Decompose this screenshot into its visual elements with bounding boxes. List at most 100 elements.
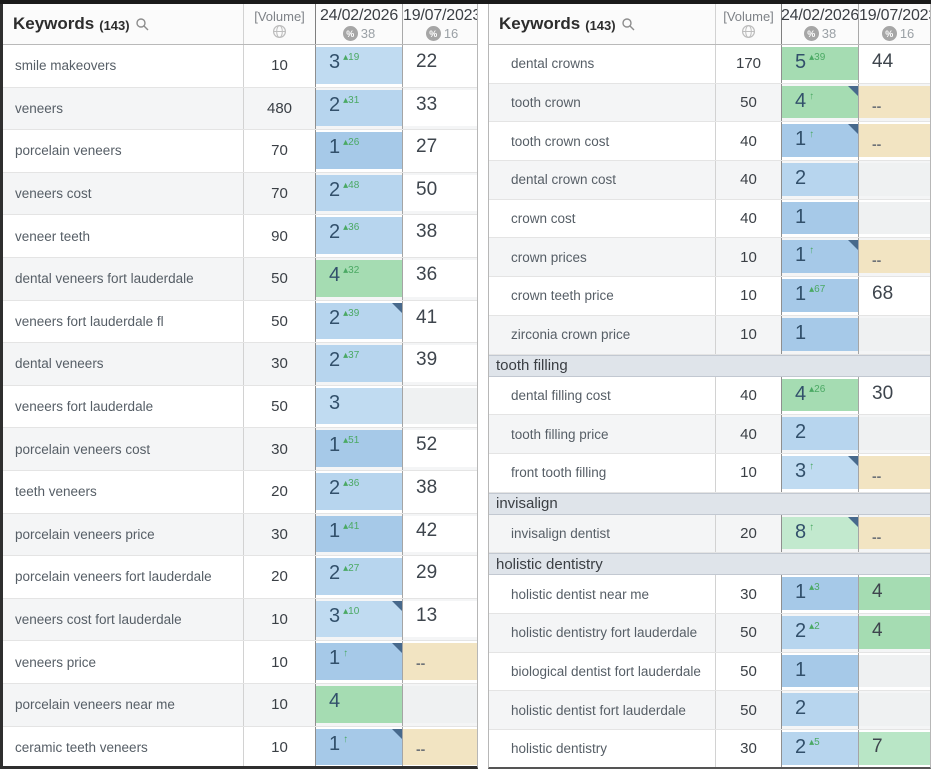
rank-cell[interactable]: 1 [781,199,858,238]
table-row[interactable]: tooth filling price 40 2 [489,415,930,454]
rank-cell[interactable]: 1 ▴51 [315,428,402,470]
keyword-cell[interactable]: porcelain veneers [3,130,243,172]
rank-cell[interactable]: 2 ▴5 [781,730,858,767]
keyword-cell[interactable]: tooth crown cost [489,122,715,160]
volume-header-cell[interactable]: [Volume] [243,4,315,44]
keyword-cell[interactable]: veneers cost [3,173,243,215]
rank-cell[interactable]: 8 ↑ [781,514,858,553]
rank-cell[interactable]: 3 ▴19 [315,45,402,87]
keyword-cell[interactable]: crown cost [489,200,715,238]
rank-cell[interactable]: 4 ▴26 [781,376,858,415]
keyword-cell[interactable]: invisalign dentist [489,515,715,553]
rank-cell[interactable]: 1 [781,315,858,354]
keyword-cell[interactable]: ceramic teeth veneers [3,727,243,767]
table-row[interactable]: invisalign dentist 20 8 ↑ -- [489,514,930,554]
rank-cell[interactable]: 2 [781,415,858,453]
rank-cell[interactable]: 1 ▴26 [315,130,402,172]
keyword-cell[interactable]: porcelain veneers fort lauderdale [3,556,243,598]
keyword-cell[interactable]: holistic dentistry [489,730,715,767]
rank-cell[interactable]: 4 ↑ [781,83,858,122]
table-row[interactable]: porcelain veneers 70 1 ▴26 27 [3,130,477,173]
rank-cell[interactable]: 1 ↑ [315,641,402,683]
keyword-cell[interactable]: front tooth filling [489,454,715,492]
rank-cell[interactable]: 3 ↑ [781,453,858,492]
rank-cell[interactable]: 1 [781,652,858,691]
keyword-cell[interactable]: holistic dentistry fort lauderdale [489,614,715,652]
rank-cell[interactable]: 2 [781,161,858,199]
keyword-cell[interactable]: veneers [3,88,243,130]
rank-cell[interactable]: 1 ▴41 [315,513,402,556]
keyword-cell[interactable]: veneers fort lauderdale [3,386,243,428]
table-row[interactable]: crown prices 10 1 ↑ -- [489,238,930,278]
keyword-cell[interactable]: porcelain veneers cost [3,428,243,470]
table-row[interactable]: veneers fort lauderdale fl 50 2 ▴39 41 [3,300,477,344]
keyword-cell[interactable]: dental crowns [489,45,715,83]
table-row[interactable]: porcelain veneers near me 10 4 [3,683,477,727]
keyword-cell[interactable]: crown prices [489,238,715,276]
table-row[interactable]: veneers fort lauderdale 50 3 [3,385,477,429]
table-row[interactable]: teeth veneers 20 2 ▴36 38 [3,470,477,514]
keyword-cell[interactable]: teeth veneers [3,471,243,513]
keyword-group-header[interactable]: invisalign [489,492,930,515]
keyword-group-header[interactable]: holistic dentistry [489,553,930,576]
table-row[interactable]: dental filling cost 40 4 ▴26 30 [489,376,930,416]
keyword-cell[interactable]: tooth filling price [489,415,715,453]
rank-cell[interactable]: 4 [315,683,402,726]
keyword-cell[interactable]: holistic dentist near me [489,575,715,613]
table-row[interactable]: biological dentist fort lauderdale 50 1 [489,652,930,692]
rank-cell[interactable]: 2 ▴36 [315,215,402,257]
table-row[interactable]: holistic dentist near me 30 1 ▴3 4 [489,575,930,614]
rank-cell[interactable]: 2 [781,691,858,729]
rank-cell[interactable]: 1 ↑ [781,122,858,161]
date-column-past[interactable]: 19/07/2023 % 16 [858,4,930,44]
keyword-cell[interactable]: dental filling cost [489,377,715,415]
table-row[interactable]: porcelain veneers fort lauderdale 20 2 ▴… [3,556,477,599]
rank-cell[interactable]: 4 ▴32 [315,257,402,300]
keyword-cell[interactable]: veneers cost fort lauderdale [3,599,243,641]
table-row[interactable]: zirconia crown price 10 1 [489,315,930,355]
volume-header-cell[interactable]: [Volume] [715,4,781,44]
date-column-current[interactable]: 24/02/2026 % 38 [781,4,859,44]
table-row[interactable]: front tooth filling 10 3 ↑ -- [489,453,930,493]
rank-cell[interactable]: 1 ▴67 [781,277,858,315]
table-row[interactable]: veneer teeth 90 2 ▴36 38 [3,215,477,258]
table-row[interactable]: ceramic teeth veneers 10 1 ↑ -- [3,726,477,767]
keyword-cell[interactable]: crown teeth price [489,277,715,315]
table-row[interactable]: dental veneers 30 2 ▴37 39 [3,343,477,386]
table-row[interactable]: crown cost 40 1 [489,199,930,239]
rank-cell[interactable]: 2 ▴37 [315,343,402,385]
rank-cell[interactable]: 3 [315,385,402,428]
table-row[interactable]: smile makeovers 10 3 ▴19 22 [3,45,477,88]
keyword-cell[interactable]: dental veneers [3,343,243,385]
rank-cell[interactable]: 2 ▴36 [315,470,402,513]
keyword-cell[interactable]: veneer teeth [3,215,243,257]
table-row[interactable]: dental crowns 170 5 ▴39 44 [489,45,930,84]
rank-cell[interactable]: 1 ↑ [315,726,402,766]
keyword-cell[interactable]: biological dentist fort lauderdale [489,653,715,691]
keyword-cell[interactable]: zirconia crown price [489,316,715,354]
table-row[interactable]: holistic dentistry fort lauderdale 50 2 … [489,613,930,653]
date-column-past[interactable]: 19/07/2023 % 16 [402,4,477,44]
rank-cell[interactable]: 2 ▴48 [315,172,402,215]
rank-cell[interactable]: 2 ▴39 [315,300,402,343]
table-row[interactable]: crown teeth price 10 1 ▴67 68 [489,277,930,316]
rank-cell[interactable]: 5 ▴39 [781,45,858,83]
keyword-cell[interactable]: holistic dentist fort lauderdale [489,691,715,729]
table-row[interactable]: veneers 480 2 ▴31 33 [3,87,477,131]
keyword-cell[interactable]: dental crown cost [489,161,715,199]
table-row[interactable]: veneers cost 70 2 ▴48 50 [3,172,477,216]
table-row[interactable]: porcelain veneers price 30 1 ▴41 42 [3,513,477,557]
search-icon[interactable] [621,17,636,32]
table-row[interactable]: holistic dentist fort lauderdale 50 2 [489,691,930,730]
keyword-cell[interactable]: porcelain veneers near me [3,684,243,726]
search-icon[interactable] [135,17,150,32]
table-row[interactable]: holistic dentistry 30 2 ▴5 7 [489,730,930,767]
table-row[interactable]: dental crown cost 40 2 [489,161,930,200]
keyword-cell[interactable]: porcelain veneers price [3,514,243,556]
rank-cell[interactable]: 3 ▴10 [315,598,402,641]
table-row[interactable]: veneers cost fort lauderdale 10 3 ▴10 13 [3,598,477,642]
keyword-cell[interactable]: dental veneers fort lauderdale [3,258,243,300]
rank-cell[interactable]: 2 ▴31 [315,87,402,130]
table-row[interactable]: dental veneers fort lauderdale 50 4 ▴32 … [3,257,477,301]
keyword-cell[interactable]: veneers price [3,641,243,683]
